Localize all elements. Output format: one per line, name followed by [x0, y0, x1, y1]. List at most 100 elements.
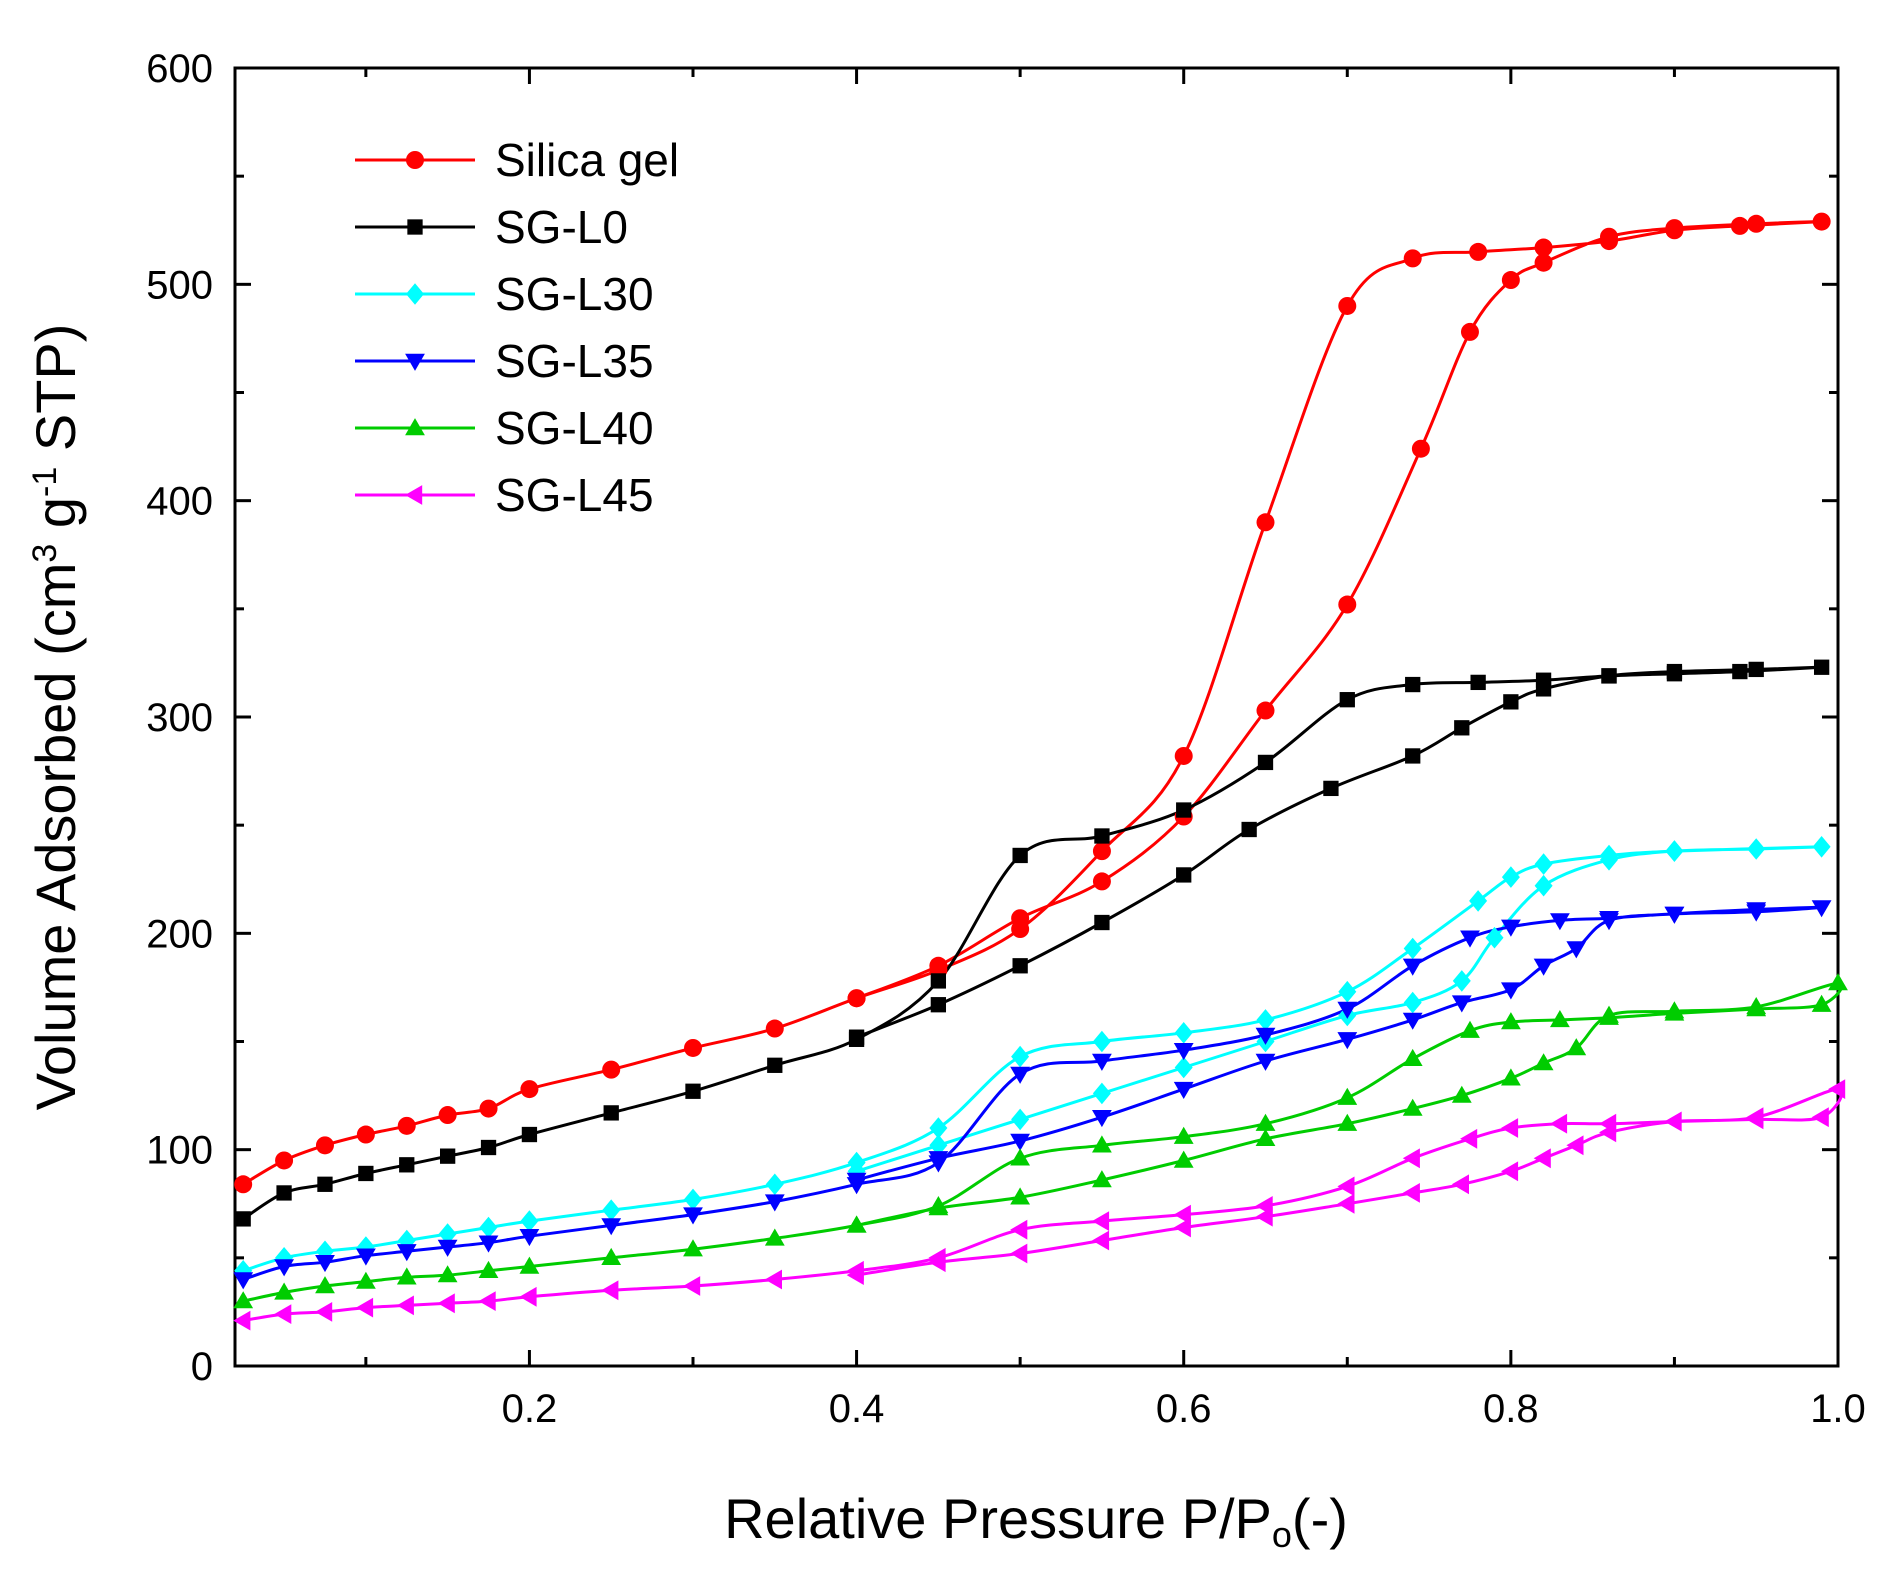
legend-label: SG-L45: [495, 469, 654, 521]
data-point-sg-l40: [1402, 1098, 1423, 1116]
data-point-sg-l45: [1337, 1193, 1355, 1214]
data-point-sg-l45: [1746, 1107, 1764, 1128]
data-point-sg-l45: [396, 1295, 414, 1316]
data-point-sg-l35: [1664, 906, 1685, 924]
data-point-sg-l0: [1094, 914, 1110, 931]
legend-marker: [406, 283, 424, 305]
data-point-sg-l40: [1501, 1012, 1521, 1030]
data-point-silica-gel: [275, 1151, 294, 1170]
data-point-sg-l40: [1173, 1150, 1194, 1168]
data-point-sg-l45: [1337, 1176, 1355, 1197]
data-point-sg-l40: [356, 1271, 376, 1289]
data-point-sg-l35: [478, 1235, 499, 1253]
data-point-sg-l40: [1533, 1053, 1554, 1071]
data-point-sg-l35: [356, 1248, 376, 1266]
data-point-silica-gel: [929, 956, 948, 975]
y-tick-label: 200: [146, 912, 213, 956]
data-point-sg-l30: [1812, 836, 1831, 858]
legend-label: SG-L30: [495, 268, 654, 320]
data-point-sg-l0: [235, 1211, 251, 1227]
data-point-sg-l0: [1241, 821, 1257, 838]
data-point-sg-l0: [685, 1083, 701, 1099]
data-point-silica-gel: [1501, 271, 1520, 290]
data-point-sg-l0: [399, 1157, 415, 1173]
data-point-sg-l30: [1600, 849, 1618, 871]
data-point-sg-l0: [1813, 659, 1830, 675]
data-point-silica-gel: [1665, 219, 1684, 238]
data-point-sg-l30: [1092, 1082, 1111, 1105]
data-point-sg-l35: [1173, 1081, 1194, 1099]
data-point-sg-l0: [521, 1126, 538, 1143]
data-point-sg-l45: [478, 1291, 496, 1311]
data-point-sg-l30: [1256, 1009, 1275, 1031]
data-point-sg-l30: [1092, 1030, 1111, 1053]
data-point-silica-gel: [765, 1019, 784, 1038]
data-point-sg-l40: [1664, 1001, 1685, 1019]
data-point-sg-l35: [601, 1218, 622, 1236]
data-point-sg-l45: [1550, 1113, 1568, 1134]
data-point-silica-gel: [1092, 872, 1111, 891]
data-point-silica-gel: [520, 1080, 539, 1099]
data-point-sg-l35: [1337, 1001, 1358, 1019]
data-point-silica-gel: [1460, 322, 1479, 341]
data-point-sg-l30: [1747, 838, 1766, 860]
data-point-sg-l45: [1255, 1206, 1273, 1227]
data-point-silica-gel: [1469, 242, 1488, 261]
data-point-silica-gel: [1256, 513, 1275, 532]
legend-marker: [405, 353, 425, 371]
data-point-sg-l30: [929, 1117, 948, 1139]
data-point-sg-l35: [1402, 1012, 1423, 1030]
data-point-silica-gel: [1411, 439, 1430, 458]
data-point-sg-l45: [274, 1304, 292, 1324]
data-point-sg-l30: [602, 1199, 621, 1221]
data-point-sg-l45: [846, 1265, 864, 1285]
data-point-sg-l35: [1255, 1053, 1276, 1071]
data-point-sg-l45: [928, 1252, 946, 1273]
data-point-sg-l35: [1451, 995, 1472, 1013]
data-point-sg-l40: [683, 1239, 703, 1257]
data-point-silica-gel: [479, 1099, 498, 1118]
data-point-sg-l0: [1176, 802, 1192, 818]
data-point-sg-l45: [601, 1280, 619, 1301]
legend-marker: [405, 485, 423, 505]
data-point-sg-l0: [1503, 694, 1519, 710]
data-point-silica-gel: [1256, 701, 1275, 720]
data-point-sg-l30: [1452, 970, 1471, 992]
data-point-sg-l40: [928, 1198, 949, 1216]
legend-item-sg-l30: SG-L30: [355, 268, 654, 320]
data-point-sg-l35: [1337, 1032, 1358, 1050]
data-point-sg-l0: [439, 1148, 456, 1164]
legend-marker: [406, 151, 424, 169]
x-tick-label: 1.0: [1810, 1387, 1866, 1431]
data-point-sg-l40: [1550, 1010, 1570, 1028]
data-point-sg-l35: [1566, 941, 1587, 959]
data-point-sg-l35: [315, 1255, 335, 1273]
data-point-sg-l35: [1010, 1133, 1030, 1151]
data-point-sg-l40: [1460, 1020, 1480, 1038]
y-tick-label: 300: [146, 696, 213, 740]
data-point-sg-l35: [1550, 913, 1570, 931]
data-point-sg-l45: [683, 1276, 701, 1296]
data-point-sg-l45: [1501, 1118, 1519, 1138]
data-point-sg-l40: [233, 1291, 254, 1309]
data-point-sg-l45: [1010, 1243, 1028, 1264]
data-point-silica-gel: [438, 1106, 457, 1125]
data-point-sg-l45: [1501, 1161, 1519, 1182]
data-point-sg-l30: [1011, 1108, 1030, 1131]
series-line-sg-l40: [242, 981, 1844, 1303]
data-point-sg-l35: [1010, 1066, 1030, 1084]
x-tick-label: 0.4: [829, 1387, 885, 1431]
data-point-sg-l0: [1257, 754, 1274, 771]
data-point-sg-l45: [315, 1302, 333, 1322]
data-point-sg-l45: [1173, 1217, 1191, 1238]
data-point-sg-l45: [1402, 1148, 1420, 1169]
legend: Silica gel SG-L0 SG-L30 SG-L35 SG-L40 SG-L45: [355, 134, 679, 521]
data-point-silica-gel: [1338, 595, 1357, 614]
data-point-sg-l30: [1665, 840, 1684, 862]
data-point-sg-l45: [764, 1269, 782, 1290]
data-point-silica-gel: [397, 1116, 416, 1135]
plot-frame: [233, 66, 1840, 1368]
data-point-sg-l0: [1339, 692, 1355, 708]
data-point-sg-l30: [929, 1134, 948, 1157]
data-point-sg-l35: [1173, 1043, 1194, 1061]
